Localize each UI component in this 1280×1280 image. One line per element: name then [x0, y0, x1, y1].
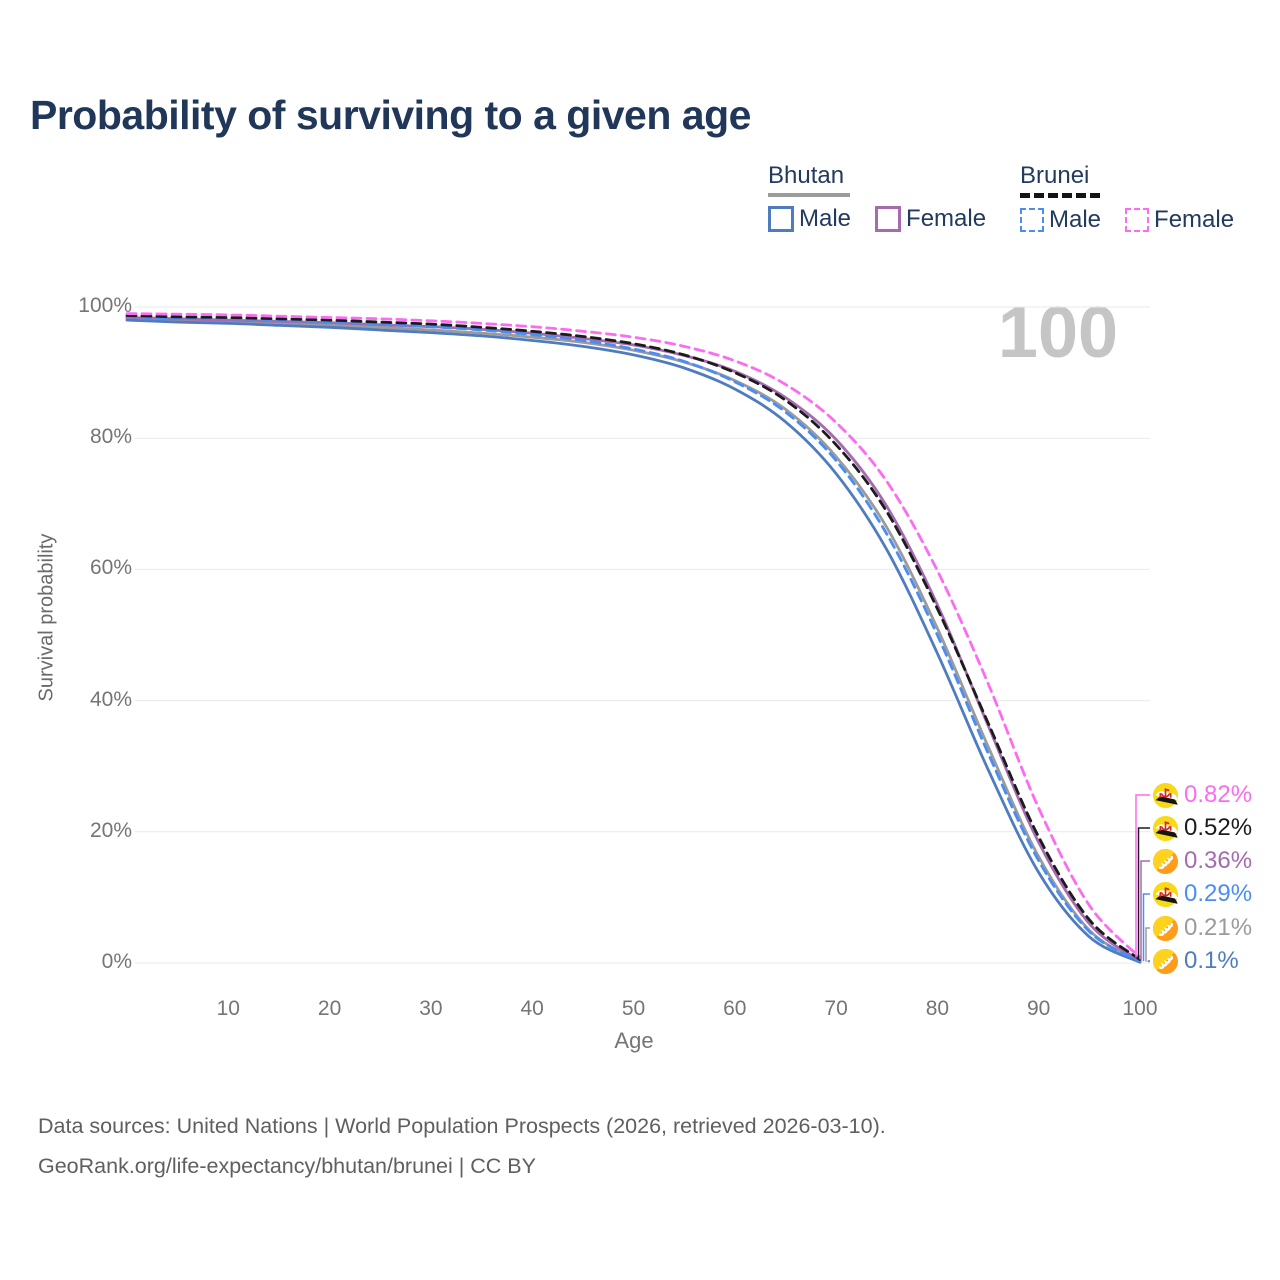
- end-label-leader-lines: [1135, 794, 1150, 963]
- curve-brunei-both[interactable]: [125, 314, 1142, 961]
- legend-item-label: Female: [1154, 206, 1235, 233]
- bhutan-female-swatch-icon: [875, 206, 902, 232]
- x-tick-label: 40: [520, 997, 544, 1020]
- y-tick-label: 60%: [89, 556, 132, 580]
- end-label-value: 0.1%: [1184, 947, 1239, 974]
- end-label-brunei-female: 0.82%: [1152, 780, 1252, 810]
- end-label-value: 0.21%: [1184, 914, 1253, 941]
- y-tick-label: 0%: [101, 950, 132, 973]
- x-tick-label: 70: [824, 997, 848, 1020]
- curve-bhutan-male[interactable]: [125, 318, 1142, 964]
- end-label-brunei-both: 0.52%: [1152, 813, 1252, 843]
- legend-item-label: Female: [906, 205, 987, 232]
- end-label-bhutan-male: 0.1%: [1152, 946, 1239, 976]
- legend-underline-brunei-dashed: [1020, 193, 1100, 198]
- legend-country-bhutan[interactable]: Bhutan: [768, 162, 845, 189]
- end-label-value: 0.29%: [1184, 880, 1253, 907]
- bhutan-flag-icon: [1152, 848, 1179, 874]
- y-tick-label: 100%: [78, 294, 132, 317]
- x-tick-label: 60: [723, 997, 747, 1020]
- curve-brunei-male[interactable]: [125, 315, 1142, 963]
- bhutan-flag-icon: [1152, 948, 1179, 974]
- legend-item-label: Male: [1049, 206, 1102, 233]
- leader-line-bhutan-female: [1140, 860, 1150, 961]
- x-tick-label: 10: [216, 997, 240, 1020]
- curve-brunei-female[interactable]: [125, 312, 1142, 959]
- brunei-flag-icon: [1152, 815, 1179, 841]
- brunei-flag-icon: [1152, 782, 1179, 808]
- legend-group-brunei: Brunei Male Female: [1020, 162, 1258, 234]
- legend-item-brunei-male[interactable]: Male: [1020, 206, 1101, 234]
- bhutan-flag-icon: [1152, 915, 1179, 941]
- y-tick-label: 80%: [89, 425, 132, 449]
- bhutan-male-swatch-icon: [768, 206, 794, 232]
- data-source-line2: GeoRank.org/life-expectancy/bhutan/brune…: [38, 1154, 536, 1178]
- legend-item-label: Male: [799, 205, 852, 232]
- legend-group-bhutan: Bhutan Male Female: [768, 162, 1010, 233]
- y-tick-label: 40%: [89, 687, 132, 711]
- end-label-value: 0.52%: [1184, 814, 1253, 841]
- end-label-bhutan-female: 0.36%: [1152, 846, 1252, 876]
- x-tick-label: 50: [621, 997, 646, 1020]
- data-source-line1: Data sources: United Nations | World Pop…: [38, 1114, 886, 1138]
- leader-line-bhutan-both: [1145, 927, 1150, 962]
- curve-bhutan-female[interactable]: [125, 316, 1142, 962]
- x-tick-label: 100: [1122, 997, 1158, 1020]
- end-label-bhutan-both: 0.21%: [1152, 913, 1252, 943]
- page-title: Probability of surviving to a given age: [30, 92, 751, 138]
- legend-item-brunei-female[interactable]: Female: [1125, 206, 1234, 234]
- survival-curves: [125, 312, 1142, 964]
- leader-line-brunei-female: [1135, 794, 1150, 958]
- curve-bhutan-both[interactable]: [125, 317, 1142, 963]
- end-label-brunei-male: 0.29%: [1152, 879, 1252, 909]
- data-source-note: Data sources: United Nations | World Pop…: [38, 1106, 886, 1186]
- legend-underline-bhutan-solid: [768, 193, 850, 197]
- x-tick-label: 30: [419, 997, 443, 1020]
- legend-country-brunei[interactable]: Brunei: [1020, 162, 1090, 189]
- age-watermark: 100: [997, 293, 1119, 373]
- leader-line-bhutan-male: [1147, 960, 1150, 963]
- x-tick-label: 90: [1027, 997, 1051, 1020]
- leader-line-brunei-male: [1142, 893, 1150, 962]
- leader-line-brunei-both: [1137, 827, 1150, 960]
- legend-item-bhutan-female[interactable]: Female: [875, 205, 986, 233]
- end-label-value: 0.82%: [1184, 781, 1253, 808]
- brunei-male-swatch-icon: [1020, 208, 1044, 232]
- x-tick-label: 20: [317, 997, 342, 1020]
- x-axis-title: Age: [614, 1028, 654, 1053]
- end-label-value: 0.36%: [1184, 847, 1253, 874]
- y-tick-label: 20%: [89, 818, 132, 842]
- brunei-flag-icon: [1152, 881, 1179, 907]
- brunei-female-swatch-icon: [1125, 208, 1150, 232]
- gridlines: [135, 306, 1150, 964]
- x-tick-label: 80: [925, 997, 950, 1020]
- legend-item-bhutan-male[interactable]: Male: [768, 205, 851, 233]
